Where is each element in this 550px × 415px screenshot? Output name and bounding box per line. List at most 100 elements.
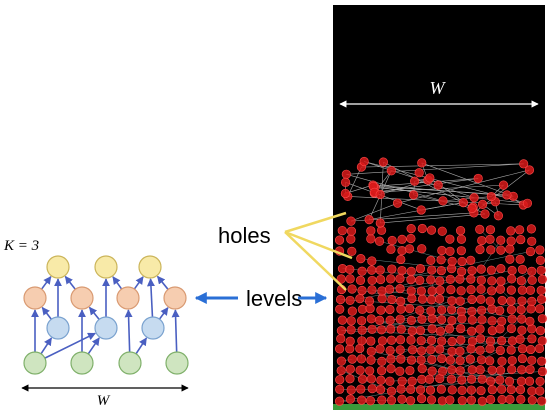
- particle: [486, 245, 496, 255]
- particle: [535, 386, 545, 396]
- particle: [366, 374, 376, 384]
- particle: [347, 306, 357, 316]
- particle: [435, 326, 446, 336]
- particle: [516, 394, 526, 404]
- particle: [507, 364, 517, 375]
- particle: [366, 314, 376, 324]
- edge: [146, 278, 155, 318]
- particle: [364, 215, 374, 225]
- particle: [395, 366, 405, 376]
- panel-width-label: W: [430, 78, 447, 98]
- particle: [495, 324, 505, 334]
- edge: [44, 332, 96, 359]
- particle: [469, 193, 479, 203]
- particle: [495, 345, 505, 356]
- particle: [446, 285, 456, 295]
- particle: [467, 306, 477, 316]
- particle: [356, 254, 366, 264]
- particle: [457, 375, 467, 385]
- particle: [416, 205, 426, 215]
- particle: [507, 314, 517, 324]
- particle: [506, 296, 516, 306]
- particle: [537, 314, 547, 324]
- particle: [426, 275, 436, 285]
- particle: [416, 286, 426, 296]
- particle: [535, 245, 545, 255]
- particle: [345, 364, 355, 374]
- particle: [495, 284, 505, 294]
- particle: [415, 263, 426, 274]
- particle: [447, 385, 457, 395]
- particle: [527, 395, 537, 405]
- particle: [527, 334, 537, 344]
- particle: [466, 255, 476, 265]
- particle: [387, 264, 397, 274]
- particle: [436, 255, 446, 265]
- particle: [366, 226, 376, 236]
- particle: [497, 394, 507, 405]
- particle: [437, 305, 447, 315]
- particle: [336, 326, 347, 336]
- particle: [335, 344, 345, 354]
- particle: [340, 177, 351, 187]
- edge: [158, 307, 169, 320]
- particle: [466, 274, 476, 284]
- edge: [112, 276, 123, 290]
- particle: [375, 384, 386, 395]
- particle: [537, 396, 547, 406]
- particle: [357, 316, 367, 326]
- particle: [406, 355, 417, 365]
- particle: [485, 344, 495, 354]
- particle: [497, 316, 507, 326]
- particle: [437, 336, 447, 346]
- particle: [445, 274, 455, 285]
- particle: [495, 365, 506, 375]
- particle: [475, 224, 485, 235]
- particle: [426, 345, 436, 355]
- particle: [355, 275, 366, 286]
- particle: [447, 296, 457, 306]
- particle: [414, 168, 424, 178]
- particle: [376, 375, 386, 385]
- particle: [456, 306, 466, 316]
- particle: [447, 365, 457, 375]
- holes-label: holes: [218, 223, 271, 248]
- particle: [467, 294, 477, 305]
- particle: [364, 296, 375, 306]
- particle: [487, 325, 497, 336]
- particle: [535, 326, 546, 336]
- node: [138, 255, 162, 279]
- particle: [425, 173, 435, 183]
- particle: [427, 314, 437, 324]
- particle: [466, 395, 477, 405]
- particle: [415, 325, 426, 336]
- particle: [505, 394, 515, 404]
- particle: [435, 344, 445, 354]
- particle: [445, 355, 455, 365]
- particle: [406, 315, 416, 325]
- particle: [405, 304, 415, 314]
- particle: [427, 286, 437, 296]
- particle: [396, 254, 406, 265]
- link: [380, 179, 429, 195]
- particle: [525, 316, 535, 326]
- particle: [336, 274, 346, 284]
- link: [442, 196, 492, 202]
- link: [420, 359, 451, 390]
- particle: [387, 235, 397, 246]
- particle: [445, 395, 455, 405]
- particle: [475, 324, 485, 334]
- particle: [396, 324, 406, 334]
- particle: [436, 265, 446, 276]
- particle: [410, 176, 420, 186]
- particle: [447, 305, 457, 315]
- particle: [386, 363, 396, 374]
- particle: [506, 285, 516, 295]
- particle: [436, 384, 446, 394]
- particle: [477, 199, 488, 210]
- particle: [397, 234, 407, 244]
- particle: [406, 275, 416, 285]
- particle: [335, 375, 345, 385]
- particle: [397, 265, 407, 276]
- particle: [335, 304, 345, 314]
